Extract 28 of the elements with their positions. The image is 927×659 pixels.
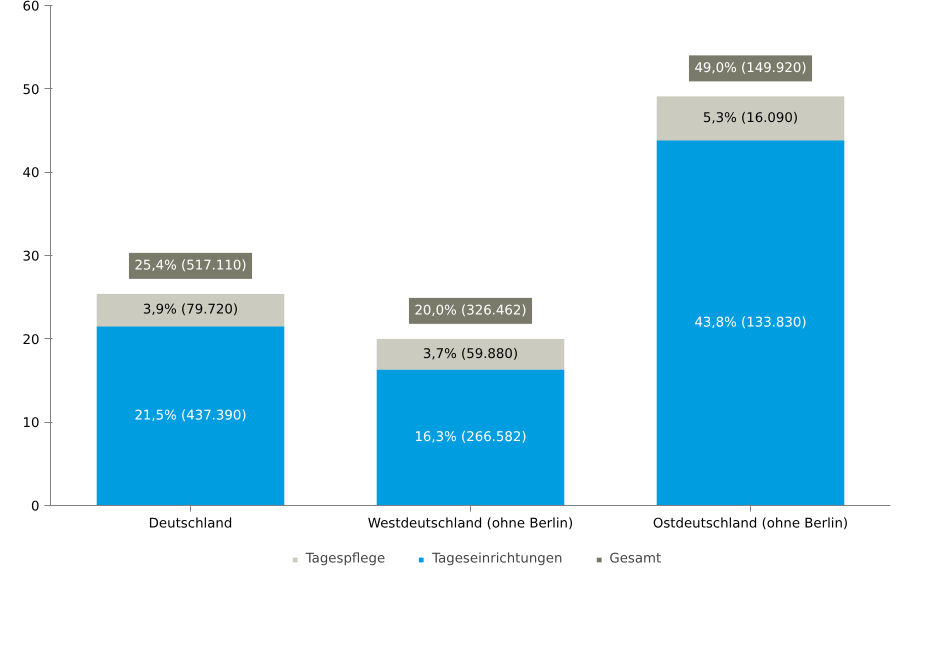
y-tick-label: 0 xyxy=(31,500,40,514)
data-label: 3,7% (59.880) xyxy=(422,346,518,362)
bar xyxy=(656,140,844,506)
bar xyxy=(376,338,564,370)
total-label: 25,4% (517.110) xyxy=(134,258,247,274)
bar xyxy=(376,370,564,506)
y-tick-label: 10 xyxy=(22,416,40,432)
legend-label: Tagespflege xyxy=(306,552,386,566)
total-label: 20,0% (326.462) xyxy=(414,303,527,318)
bar xyxy=(96,294,284,326)
y-tick-label: 40 xyxy=(22,166,40,182)
data-label: 5,3% (16.090) xyxy=(702,110,798,126)
total-label: 49,0% (149.920) xyxy=(694,60,807,76)
data-label: 43,8% (133.830) xyxy=(694,316,807,330)
data-label: 21,5% (437.390) xyxy=(134,408,247,424)
x-tick-label: Deutschland xyxy=(148,516,232,532)
data-label: 3,9% (79.720) xyxy=(142,302,238,318)
y-tick-label: 30 xyxy=(22,250,40,264)
y-tick-label: 50 xyxy=(22,82,40,98)
bar xyxy=(96,326,284,506)
data-label: 16,3% (266.582) xyxy=(414,430,527,446)
bar xyxy=(656,96,844,140)
x-tick-label: Westdeutschland (ohne Berlin) xyxy=(368,516,574,532)
legend-label: Tageseinrichtungen xyxy=(432,552,562,566)
x-tick-label: Ostdeutschland (ohne Berlin) xyxy=(652,516,848,532)
legend-label: Gesamt xyxy=(609,552,662,566)
y-tick-label: 60 xyxy=(22,0,40,14)
y-tick-label: 20 xyxy=(22,332,40,348)
